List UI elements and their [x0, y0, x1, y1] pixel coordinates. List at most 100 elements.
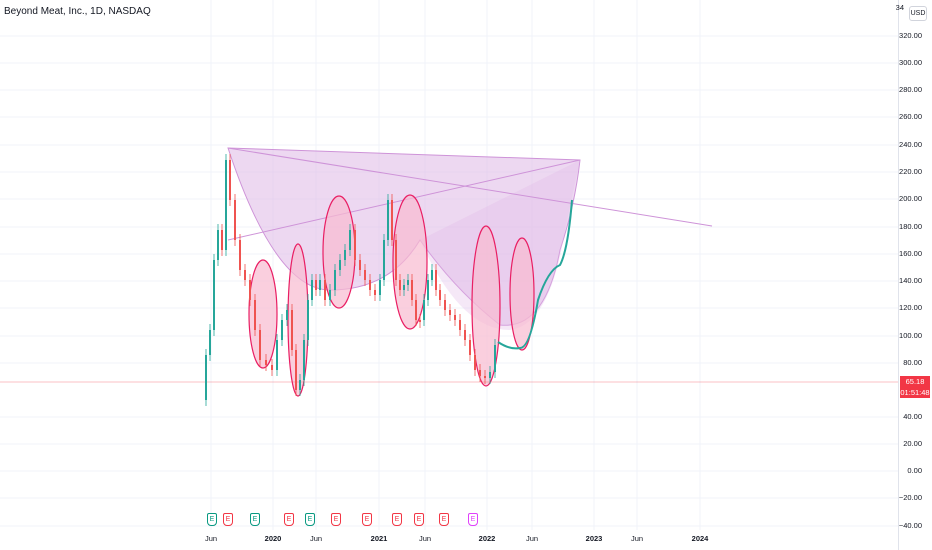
- candle-body: [464, 330, 466, 340]
- price-tick-label: 80.00: [903, 358, 922, 367]
- earnings-event-badge[interactable]: E: [362, 513, 372, 526]
- price-tick-label: 100.00: [899, 331, 922, 340]
- earnings-event-badge[interactable]: E: [305, 513, 315, 526]
- candle-body: [374, 290, 376, 295]
- price-tick-label: 140.00: [899, 276, 922, 285]
- candle-body: [423, 300, 425, 320]
- earnings-event-badge[interactable]: E: [250, 513, 260, 526]
- trend-line-down[interactable]: [227, 147, 713, 227]
- cup-drawing-right[interactable]: [420, 160, 580, 330]
- ellipse-drawing[interactable]: [392, 194, 428, 330]
- candle-body: [329, 290, 331, 300]
- candle-body: [479, 370, 481, 376]
- candle-body: [291, 310, 293, 350]
- ellipse-drawing[interactable]: [248, 259, 278, 369]
- time-tick-label: Jun: [630, 534, 644, 543]
- candle-body: [349, 230, 351, 250]
- currency-button[interactable]: USD: [909, 6, 927, 21]
- chart-title: Beyond Meat, Inc., 1D, NASDAQ: [4, 6, 151, 17]
- candlesticks[interactable]: [205, 154, 496, 406]
- price-axis-border: [898, 0, 899, 550]
- earnings-event-badge[interactable]: E: [331, 513, 341, 526]
- price-tick-label: 220.00: [899, 167, 922, 176]
- green-path-drawing[interactable]: [497, 199, 573, 350]
- price-tick-label: 320.00: [899, 31, 922, 40]
- earnings-event-badge[interactable]: E: [284, 513, 294, 526]
- candle-body: [354, 230, 356, 260]
- candle-body: [234, 200, 236, 240]
- candle-body: [319, 280, 321, 290]
- price-tick-label: 180.00: [899, 222, 922, 231]
- candle-body: [403, 285, 405, 290]
- candle-body: [411, 280, 413, 300]
- candle-body: [225, 160, 227, 250]
- price-tick-label: 120.00: [899, 303, 922, 312]
- candle-body: [209, 330, 211, 355]
- price-tick-label: 200.00: [899, 194, 922, 203]
- time-tick-label: 2020: [264, 534, 282, 543]
- candle-body: [334, 270, 336, 290]
- candle-body: [391, 200, 393, 240]
- candle-body: [281, 320, 283, 340]
- time-tick-label: 2023: [585, 534, 603, 543]
- candle-body: [449, 310, 451, 315]
- price-tick-label: 260.00: [899, 112, 922, 121]
- candle-body: [229, 160, 231, 200]
- price-tick-label: −40.00: [898, 521, 922, 530]
- earnings-event-badge[interactable]: E: [207, 513, 217, 526]
- candle-body: [364, 270, 366, 280]
- earnings-event-badge[interactable]: E: [468, 513, 478, 526]
- candle-body: [435, 270, 437, 290]
- time-tick-label: Jun: [204, 534, 218, 543]
- current-price-label: 65.18: [900, 376, 930, 387]
- candle-body: [324, 280, 326, 300]
- countdown-label: 01:51:48: [900, 387, 930, 398]
- candle-body: [379, 280, 381, 295]
- price-tick-label: 40.00: [903, 412, 922, 421]
- candle-body: [399, 280, 401, 290]
- candle-body: [259, 330, 261, 360]
- ellipse-drawing[interactable]: [471, 225, 501, 387]
- time-tick-label: Jun: [418, 534, 432, 543]
- candle-body: [344, 250, 346, 260]
- candle-body: [299, 380, 301, 390]
- candle-body: [276, 340, 278, 370]
- price-tick-label: 300.00: [899, 58, 922, 67]
- earnings-event-badge[interactable]: E: [414, 513, 424, 526]
- candle-body: [286, 310, 288, 320]
- candle-body: [459, 320, 461, 330]
- candle-body: [265, 360, 267, 365]
- price-axis-top-label: 34: [895, 3, 904, 12]
- candle-body: [454, 315, 456, 320]
- candle-body: [383, 240, 385, 280]
- candle-body: [205, 355, 207, 400]
- candle-body: [494, 345, 496, 372]
- time-tick-label: Jun: [309, 534, 323, 543]
- candle-body: [469, 340, 471, 355]
- candle-body: [311, 280, 313, 300]
- candle-body: [387, 200, 389, 240]
- candle-body: [395, 240, 397, 280]
- candle-body: [474, 355, 476, 370]
- earnings-event-badge[interactable]: E: [223, 513, 233, 526]
- candle-body: [489, 372, 491, 378]
- candle-body: [221, 230, 223, 250]
- candle-body: [217, 230, 219, 260]
- candle-body: [244, 270, 246, 280]
- candle-body: [239, 240, 241, 270]
- price-tick-label: 280.00: [899, 85, 922, 94]
- price-tick-label: −20.00: [898, 493, 922, 502]
- candle-body: [254, 300, 256, 330]
- earnings-event-badge[interactable]: E: [439, 513, 449, 526]
- price-tick-label: 0.00: [907, 466, 922, 475]
- candle-body: [249, 280, 251, 300]
- candle-body: [213, 260, 215, 330]
- earnings-event-badge[interactable]: E: [392, 513, 402, 526]
- candle-body: [295, 350, 297, 390]
- price-tick-label: 160.00: [899, 249, 922, 258]
- candle-body: [271, 365, 273, 370]
- candle-body: [339, 260, 341, 270]
- candle-body: [419, 320, 421, 322]
- ellipse-drawing[interactable]: [509, 237, 535, 351]
